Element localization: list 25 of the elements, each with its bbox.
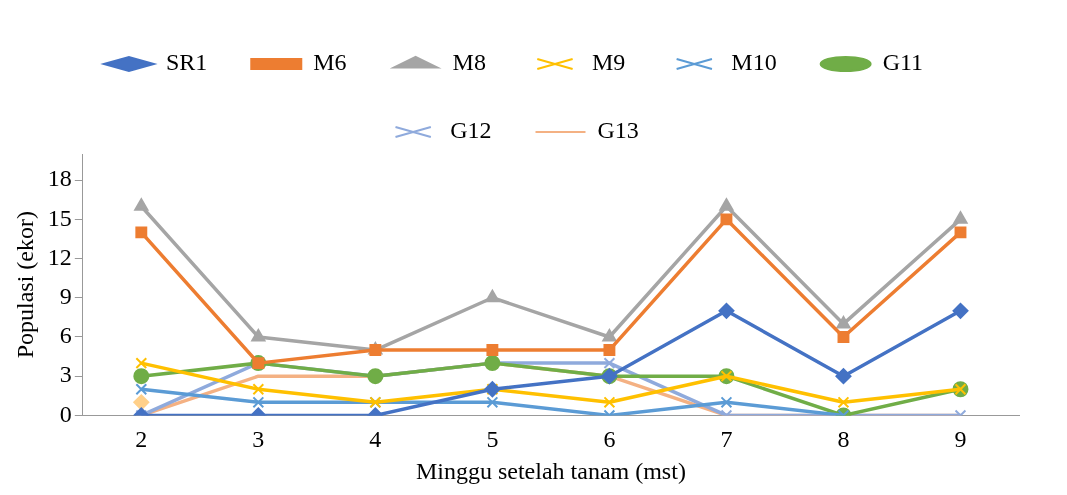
y-tick-label: 18 bbox=[47, 165, 72, 192]
legend-label: M9 bbox=[591, 49, 626, 76]
legend-label: SR1 bbox=[165, 49, 208, 76]
y-tick-label: 6 bbox=[59, 322, 72, 349]
x-tick-label: 2 bbox=[135, 426, 148, 453]
x-tick-label: 8 bbox=[837, 426, 850, 453]
x-tick-label: 4 bbox=[369, 426, 382, 453]
y-tick-label: 0 bbox=[59, 400, 72, 427]
x-tick-label: 3 bbox=[252, 426, 265, 453]
y-tick-label: 12 bbox=[47, 243, 72, 270]
legend-label: G11 bbox=[882, 49, 924, 76]
legend-label: M8 bbox=[452, 49, 486, 76]
legend-label: M6 bbox=[313, 49, 347, 76]
y-tick-label: 9 bbox=[59, 283, 72, 310]
x-axis-title: Minggu setelah tanam (mst) bbox=[415, 457, 686, 484]
legend-label: G12 bbox=[450, 117, 492, 144]
x-tick-label: 9 bbox=[954, 426, 967, 453]
x-tick-label: 7 bbox=[720, 426, 733, 453]
x-tick-label: 5 bbox=[486, 426, 499, 453]
x-tick-label: 6 bbox=[603, 426, 616, 453]
y-tick-label: 3 bbox=[59, 361, 72, 388]
legend-label: M10 bbox=[731, 49, 777, 76]
y-axis-title: Populasi (ekor) bbox=[11, 211, 38, 359]
legend-label: G13 bbox=[597, 117, 639, 144]
y-tick-label: 15 bbox=[47, 204, 72, 231]
